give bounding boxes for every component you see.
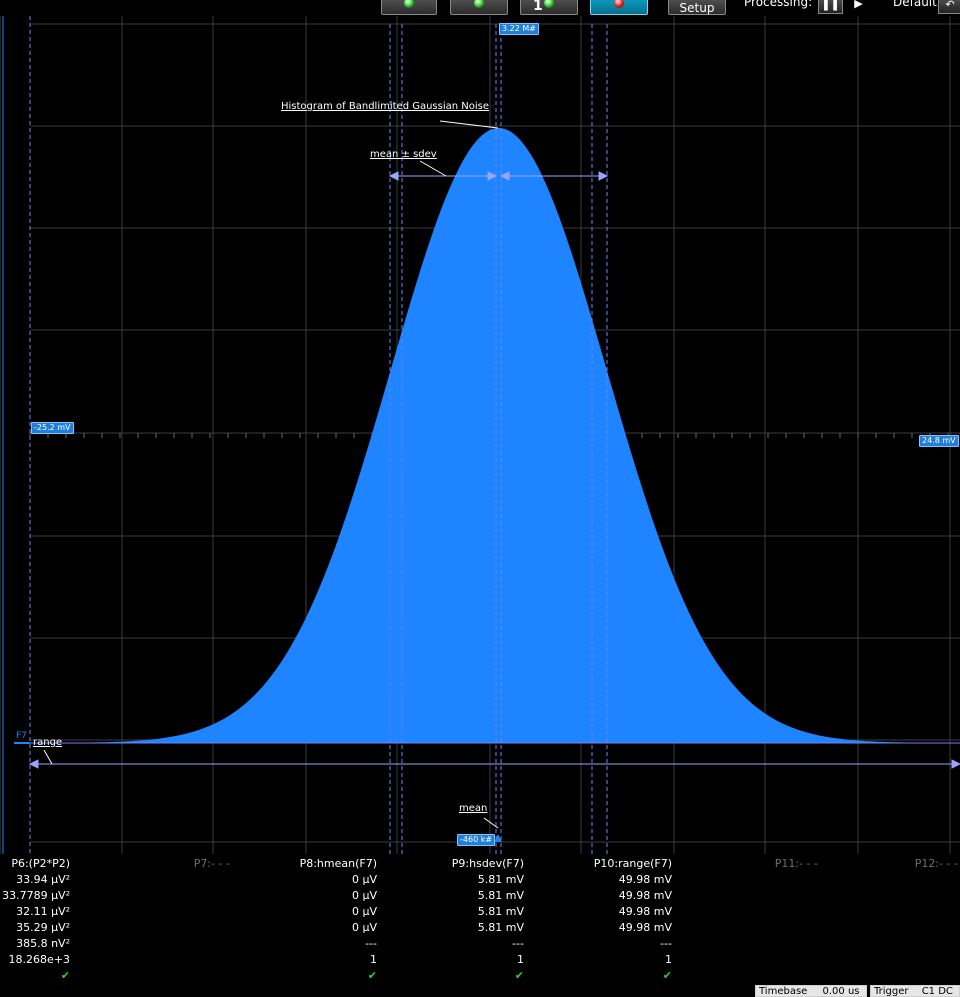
status-led-icon xyxy=(404,0,414,8)
status-check-icon: ✔ xyxy=(514,969,524,982)
measurement-value: 18.268e+3 xyxy=(8,953,70,966)
measurement-value: 0 µV xyxy=(351,905,377,918)
measurement-header: P6:(P2*P2) xyxy=(11,857,70,870)
measurement-value: 49.98 mV xyxy=(618,921,672,934)
setup-button[interactable]: Setup xyxy=(668,0,726,15)
histogram-title-annotation: Histogram of Bandlimited Gaussian Noise xyxy=(281,101,490,112)
measurement-value: 49.98 mV xyxy=(618,889,672,902)
range-annotation: range xyxy=(33,737,63,748)
undo-arrow-icon: ↶ xyxy=(945,0,955,11)
pause-icon: ❚❚ xyxy=(821,0,840,11)
measurement-value: 32.11 µV² xyxy=(16,905,70,918)
peak-count-tag: 3.22 M# xyxy=(499,23,539,35)
status-led-icon xyxy=(544,0,554,8)
channel-number: 1 xyxy=(533,0,543,14)
processing-label: Processing: xyxy=(744,0,813,9)
measurement-header: P7:- - - xyxy=(193,857,230,870)
measurement-column[interactable]: P7:- - - xyxy=(194,856,230,872)
measurement-value: 33.94 µV² xyxy=(16,873,70,886)
timebase-box[interactable]: Timebase 0.00 us xyxy=(755,985,867,997)
measurement-value: 385.8 nV² xyxy=(16,937,70,950)
annotation-leaders xyxy=(43,120,499,829)
measurement-header: P11:- - - xyxy=(774,857,818,870)
default-label: Default: xyxy=(893,0,941,9)
trigger-value: C1 DC xyxy=(921,986,953,997)
measurement-column[interactable]: P12:- - - xyxy=(915,856,958,872)
histogram-trace xyxy=(30,128,960,743)
measurement-value: --- xyxy=(512,937,524,950)
top-toolbar: 1 Setup Processing: ❚❚ ▶ Default: ↶ xyxy=(0,0,960,16)
status-check-icon: ✔ xyxy=(367,969,377,982)
measurement-header: P8:hmean(F7) xyxy=(299,857,377,870)
sdev-arrows xyxy=(388,171,609,181)
channel-status-button-2[interactable] xyxy=(450,0,508,15)
default-button[interactable]: ↶ xyxy=(938,0,960,14)
timebase-value: 0.00 us xyxy=(822,986,860,997)
measurement-column[interactable]: P8:hmean(F7) 0 µV 0 µV 0 µV 0 µV --- 1 ✔ xyxy=(300,856,377,984)
range-arrow xyxy=(28,759,960,769)
measurement-value: 0 µV xyxy=(351,921,377,934)
measurement-value: 1 xyxy=(370,953,377,966)
trigger-label: Trigger xyxy=(874,986,909,997)
measurement-value: 1 xyxy=(517,953,524,966)
status-bar: Timebase 0.00 us Trigger C1 DC xyxy=(0,985,960,997)
measurement-value: --- xyxy=(365,937,377,950)
mean-annotation: mean xyxy=(459,803,488,814)
waveform-grid[interactable] xyxy=(0,16,960,854)
measurement-value: 0 µV xyxy=(351,873,377,886)
measurement-value: 49.98 mV xyxy=(618,873,672,886)
measurement-value: 5.81 mV xyxy=(477,889,524,902)
measurement-table: P6:(P2*P2) 33.94 µV² 33.7789 µV² 32.11 µV² 3… xyxy=(0,856,960,997)
status-check-icon: ✔ xyxy=(60,969,70,982)
measurement-value: 49.98 mV xyxy=(618,905,672,918)
timebase-label: Timebase xyxy=(759,986,808,997)
measurement-value: 5.81 mV xyxy=(477,905,524,918)
status-led-icon xyxy=(614,0,624,8)
channel-status-button-3[interactable]: 1 xyxy=(520,0,578,15)
play-button[interactable]: ▶ xyxy=(846,0,871,14)
left-axis-tag: -25.2 mV xyxy=(31,422,74,434)
right-axis-tag: 24.8 mV xyxy=(919,435,959,447)
baseline-count-tag: -460 k# xyxy=(457,834,496,846)
measurement-value: 1 xyxy=(665,953,672,966)
play-icon: ▶ xyxy=(854,0,863,10)
measurement-header: P9:hsdev(F7) xyxy=(451,857,524,870)
channel-status-button-1[interactable] xyxy=(381,0,437,15)
status-check-icon: ✔ xyxy=(662,969,672,982)
measurement-value: 0 µV xyxy=(351,889,377,902)
sdev-annotation: mean ± sdev xyxy=(370,149,437,160)
trace-label: F7 xyxy=(16,731,27,741)
measurement-value: --- xyxy=(660,937,672,950)
measurement-column[interactable]: P6:(P2*P2) 33.94 µV² 33.7789 µV² 32.11 µV² 3… xyxy=(2,856,70,984)
channel-status-button-4[interactable] xyxy=(590,0,648,15)
measurement-value: 5.81 mV xyxy=(477,873,524,886)
measurement-header: P10:range(F7) xyxy=(593,857,672,870)
measurement-header: P12:- - - xyxy=(914,857,958,870)
mean-marker-icon xyxy=(494,834,502,842)
measurement-column[interactable]: P10:range(F7) 49.98 mV 49.98 mV 49.98 mV 49.… xyxy=(594,856,672,984)
measurement-column[interactable]: P11:- - - xyxy=(775,856,818,872)
trigger-box[interactable]: Trigger C1 DC xyxy=(870,985,960,997)
measurement-value: 35.29 µV² xyxy=(16,921,70,934)
measurement-value: 5.81 mV xyxy=(477,921,524,934)
status-led-icon xyxy=(474,0,484,8)
measurement-column[interactable]: P9:hsdev(F7) 5.81 mV 5.81 mV 5.81 mV 5.81 mV… xyxy=(452,856,524,984)
measurement-value: 33.7789 µV² xyxy=(2,889,70,902)
pause-button[interactable]: ❚❚ xyxy=(818,0,843,14)
